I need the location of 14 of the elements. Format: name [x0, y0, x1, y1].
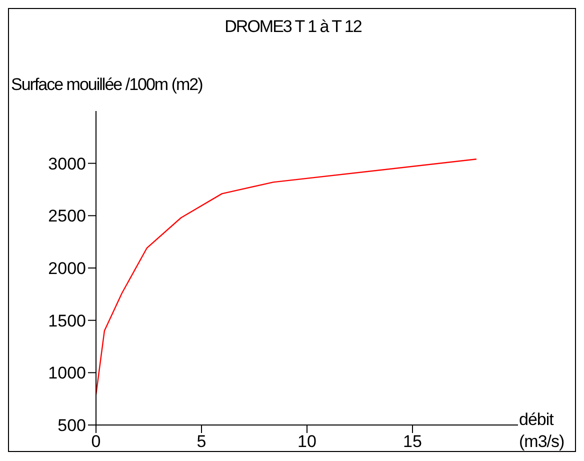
y-tick-label: 2500 [48, 206, 86, 226]
y-tick-label: 3000 [48, 154, 86, 174]
y-tick-label: 1500 [48, 311, 86, 330]
y-axis-title: Surface mouillée /100m (m2) [11, 75, 202, 95]
y-tick-label: 1000 [48, 364, 86, 383]
x-axis-title: débit (m3/s) [519, 409, 564, 453]
chart-title: DROME3 T 1 à T 12 [224, 17, 362, 37]
y-tick-label: 2000 [48, 259, 86, 278]
x-tick-label: 10 [298, 432, 316, 452]
y-tick-label: 500 [58, 416, 86, 436]
x-tick-label: 15 [403, 432, 422, 452]
x-tick-label: 0 [91, 432, 101, 452]
x-tick-label: 5 [196, 432, 206, 452]
line-series [96, 158, 478, 396]
